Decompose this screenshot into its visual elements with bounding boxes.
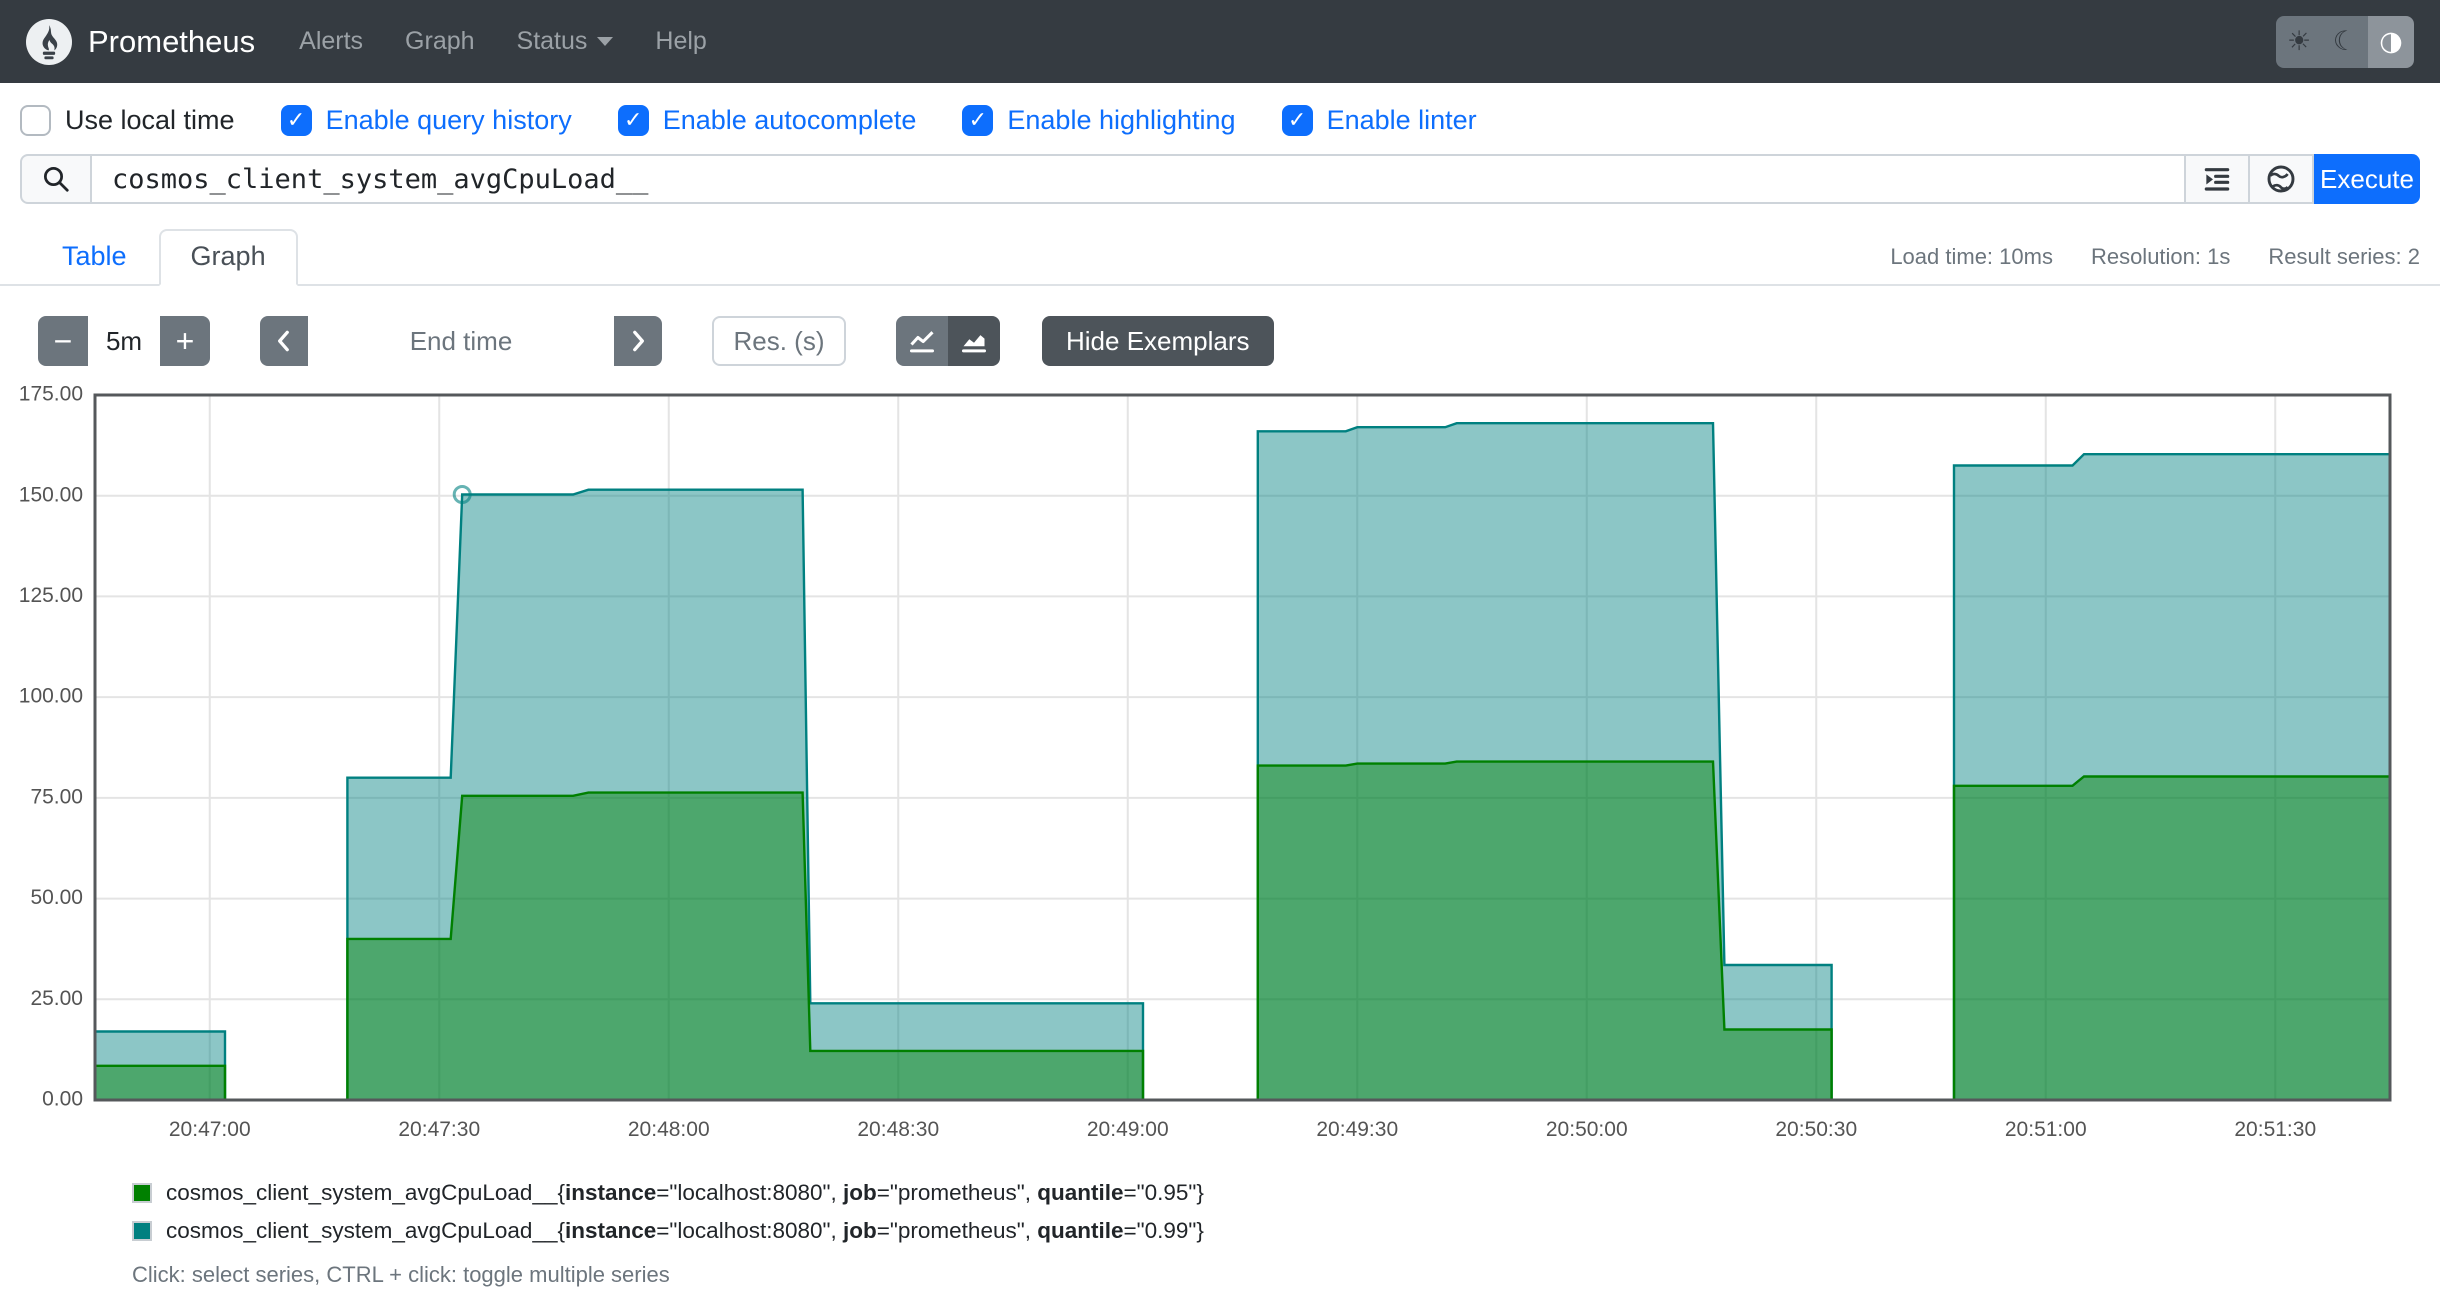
legend-row[interactable]: cosmos_client_system_avgCpuLoad__{instan… [132,1180,2440,1206]
legend-hint: Click: select series, CTRL + click: togg… [132,1262,670,1287]
decrease-range-button[interactable]: − [38,316,88,366]
svg-text:20:50:30: 20:50:30 [1775,1118,1857,1141]
checked-checkbox-icon[interactable]: ✓ [617,105,649,136]
options-row: Use local time ✓ Enable query history ✓ Enab… [0,83,2440,150]
svg-text:20:51:30: 20:51:30 [2234,1118,2316,1141]
format-icon [2204,168,2230,191]
prometheus-logo-icon [26,18,72,65]
series-name: cosmos_client_system_avgCpuLoad__{instan… [166,1218,1204,1243]
nav-link-alerts[interactable]: Alerts [299,27,364,55]
option-enable-linter[interactable]: ✓ Enable linter [1281,105,1477,136]
checked-checkbox-icon[interactable]: ✓ [280,105,312,136]
svg-text:20:48:00: 20:48:00 [628,1118,710,1141]
svg-text:20:49:00: 20:49:00 [1087,1118,1169,1141]
stat-load-time: Load time: 10ms [1890,244,2053,269]
svg-text:175.00: 175.00 [19,383,83,406]
svg-text:20:47:00: 20:47:00 [169,1118,251,1141]
nav-link-status[interactable]: Status [517,27,614,56]
stat-resolution: Resolution: 1s [2090,244,2231,269]
nav-link-graph[interactable]: Graph [405,27,475,55]
legend-row[interactable]: cosmos_client_system_avgCpuLoad__{instan… [132,1218,2440,1244]
graph-controls: − + Hide Exemplars [38,316,2440,366]
option-label: Use local time [65,105,235,135]
svg-text:20:50:00: 20:50:00 [1546,1118,1628,1141]
option-enable-highlighting[interactable]: ✓ Enable highlighting [962,105,1236,136]
stat-result-series: Result series: 2 [2268,244,2420,269]
back-end-time-button[interactable] [260,316,308,366]
light-theme-button[interactable]: ☀ [2276,15,2322,68]
circle-half-icon: ◑ [2379,26,2403,57]
search-icon [20,154,92,204]
chevron-left-icon [278,330,289,352]
option-label: Enable linter [1326,105,1477,135]
option-enable-autocomplete[interactable]: ✓ Enable autocomplete [617,105,917,136]
navbar: Prometheus Alerts Graph Status Help ☀ ☾ ◑ [0,0,2440,83]
resolution-input[interactable] [712,316,846,366]
nav-link-help[interactable]: Help [655,27,707,55]
range-input[interactable] [88,316,160,366]
svg-text:20:49:30: 20:49:30 [1316,1118,1398,1141]
end-time-input[interactable] [308,316,614,366]
caret-down-icon [597,37,614,46]
series-name: cosmos_client_system_avgCpuLoad__{instan… [166,1180,1204,1205]
format-query-button[interactable] [2186,154,2250,204]
chevron-right-icon [633,330,644,352]
series-color-swatch [132,1221,152,1241]
tabs-row: Table Graph Load time: 10ms Resolution: 1s R… [0,229,2440,286]
svg-text:75.00: 75.00 [30,785,83,808]
dark-theme-button[interactable]: ☾ [2322,15,2368,68]
nav-links: Alerts Graph Status Help [299,27,707,56]
execute-button[interactable]: Execute [2314,154,2420,204]
unchecked-checkbox-icon[interactable] [20,105,51,136]
query-stats: Load time: 10ms Resolution: 1s Result seri… [1890,244,2420,270]
option-label: Enable query history [325,105,572,135]
svg-text:0.00: 0.00 [42,1088,83,1111]
moon-icon: ☾ [2332,26,2358,57]
auto-theme-button[interactable]: ◑ [2368,15,2414,68]
stacked-chart-icon [961,335,987,353]
hide-exemplars-button[interactable]: Hide Exemplars [1042,316,1274,366]
svg-text:100.00: 100.00 [19,685,83,708]
legend: cosmos_client_system_avgCpuLoad__{instan… [132,1180,2440,1244]
tab-table[interactable]: Table [62,241,127,271]
chart-area: 0.00 25.00 50.00 75.00 100.00 125.00 150.00 175… [0,380,2440,1152]
local-time-globe-button[interactable] [2250,154,2314,204]
theme-toggle-group: ☀ ☾ ◑ [2276,15,2414,68]
series-color-swatch [132,1183,152,1203]
option-label: Enable autocomplete [662,105,917,135]
svg-text:150.00: 150.00 [19,483,83,506]
option-label: Enable highlighting [1007,105,1236,135]
svg-text:20:51:00: 20:51:00 [2005,1118,2087,1141]
svg-text:125.00: 125.00 [19,584,83,607]
stacked-graph-toggle-button[interactable] [948,316,1000,366]
globe-icon [2267,165,2295,193]
increase-range-button[interactable]: + [160,316,210,366]
checked-checkbox-icon[interactable]: ✓ [1281,105,1313,136]
line-graph-toggle-button[interactable] [896,316,948,366]
app-title: Prometheus [88,23,256,59]
sun-icon: ☀ [2286,26,2312,57]
svg-text:50.00: 50.00 [30,886,83,909]
line-chart-icon [909,331,935,353]
option-enable-query-history[interactable]: ✓ Enable query history [280,105,572,136]
option-use-local-time[interactable]: Use local time [20,105,235,136]
svg-text:25.00: 25.00 [30,987,83,1010]
svg-text:20:48:30: 20:48:30 [857,1118,939,1141]
query-bar: Execute [20,154,2420,204]
checked-checkbox-icon[interactable]: ✓ [962,105,994,136]
graph-plot[interactable]: 0.00 25.00 50.00 75.00 100.00 125.00 150.00 175… [0,380,2440,1152]
tab-graph[interactable]: Graph [158,229,298,286]
forward-end-time-button[interactable] [614,316,662,366]
query-input[interactable] [92,154,2186,204]
svg-text:20:47:30: 20:47:30 [398,1118,480,1141]
